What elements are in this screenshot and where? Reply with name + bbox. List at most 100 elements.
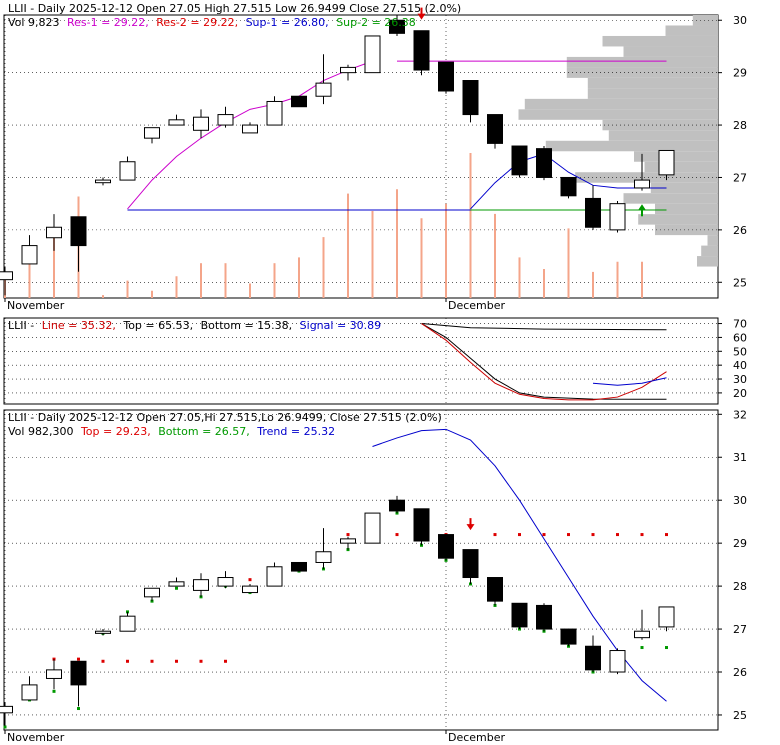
- candle-down: [70, 660, 87, 686]
- volume-bar: [273, 263, 276, 298]
- stochastic-bottom-line: [421, 323, 667, 400]
- stochastic-grid: [4, 318, 718, 404]
- y-tick-label: 26: [733, 666, 747, 679]
- top-dot: [591, 533, 595, 537]
- volume-bar: [592, 271, 594, 298]
- y-tick-label: 25: [733, 276, 747, 289]
- bottom-dot: [52, 689, 56, 693]
- volume-bar: [616, 261, 619, 298]
- trend-signal-arrows: [466, 518, 475, 531]
- top-dot: [224, 659, 227, 663]
- profile-bar: [665, 25, 718, 36]
- candle-down: [413, 30, 430, 71]
- volume-bar: [175, 276, 178, 298]
- profile-bar: [587, 88, 718, 99]
- profile-bar: [566, 56, 718, 68]
- volume-bar: [371, 211, 374, 298]
- volume-bar: [641, 261, 643, 298]
- candle-up: [21, 245, 38, 265]
- stochastic-panel-frame: [3, 317, 719, 405]
- profile-bar: [602, 35, 718, 47]
- trend-candles: [0, 495, 675, 726]
- volume-bar: [102, 295, 104, 298]
- candle-up: [658, 606, 675, 628]
- profile-bar: [587, 77, 718, 89]
- top-dot: [542, 533, 546, 537]
- candle-down: [511, 145, 528, 176]
- candle-down: [462, 80, 479, 116]
- candle-up: [634, 630, 650, 639]
- stochastic-legend-name: LLII -: [8, 319, 34, 332]
- profile-bar: [608, 130, 718, 141]
- y-tick-label: 30: [733, 373, 747, 386]
- profile-bar: [524, 98, 718, 110]
- trend-legend-trend: Trend = 25.32: [256, 425, 335, 438]
- top-dot: [248, 578, 252, 582]
- trend-y-axis: 25 26 27 28 29 30 31 32: [718, 408, 747, 722]
- candle-up: [144, 127, 160, 139]
- profile-bar: [566, 67, 718, 78]
- volume-bar: [224, 263, 227, 298]
- candle-up: [364, 35, 381, 74]
- volume-bar: [543, 269, 545, 298]
- volume-bar: [126, 280, 129, 298]
- volume-bar: [567, 228, 570, 298]
- y-tick-label: 29: [733, 537, 747, 550]
- candle-up: [95, 630, 111, 634]
- candle-up: [46, 226, 62, 239]
- resistance-curve: [127, 60, 373, 210]
- profile-bar: [707, 235, 718, 246]
- trend-legend-top: Top = 29.23,: [80, 425, 151, 438]
- volume-bar: [469, 153, 472, 298]
- candle-down: [70, 216, 87, 247]
- candle-up: [168, 119, 185, 126]
- price-candles: [0, 15, 675, 296]
- signal-arrows: [417, 7, 646, 217]
- price-legend-sup2: Sup-2 = 26.38: [336, 16, 416, 29]
- candle-up: [266, 566, 283, 587]
- candle-down: [462, 549, 479, 579]
- candle-up: [315, 551, 332, 563]
- stochastic-top-line: [421, 323, 667, 331]
- candle-down: [511, 602, 528, 628]
- y-tick-label: 50: [733, 345, 747, 358]
- y-tick-label: 31: [733, 451, 747, 464]
- volume-bar: [396, 189, 398, 298]
- candle-down: [438, 534, 454, 559]
- candle-down: [291, 561, 307, 572]
- volume-bar: [445, 203, 447, 298]
- profile-bar: [655, 224, 718, 236]
- candle-down: [585, 197, 601, 228]
- candle-down: [536, 148, 552, 178]
- candle-up: [340, 538, 356, 544]
- profile-bar: [634, 151, 718, 162]
- stochastic-legend-top: Top = 65.53,: [122, 319, 193, 332]
- candle-up: [95, 179, 111, 184]
- candle-up: [119, 615, 136, 632]
- top-dot: [395, 533, 399, 537]
- candle-down: [487, 577, 503, 602]
- profile-bar: [644, 161, 718, 173]
- stochastic-legend-signal: Signal = 30.89: [300, 319, 382, 332]
- y-tick-label: 60: [733, 331, 747, 344]
- volume-bar: [28, 257, 31, 298]
- top-dot: [493, 533, 497, 537]
- candle-down: [560, 628, 577, 645]
- stochastic-legend-bottom: Bottom = 15.38,: [201, 319, 293, 332]
- trend-panel-frame: [3, 409, 719, 731]
- profile-bar: [701, 245, 718, 257]
- candle-down: [413, 508, 430, 542]
- volume-bar: [347, 193, 349, 298]
- support-curve: [470, 153, 667, 210]
- volume-bar: [298, 257, 300, 298]
- top-dot: [175, 659, 178, 663]
- price-legend-res2: Res-2 = 29.22,: [156, 16, 238, 29]
- profile-bar: [623, 193, 718, 204]
- candle-up: [193, 579, 209, 591]
- price-legend-sup1: Sup-1 = 26.80,: [246, 16, 329, 29]
- top-dot: [199, 659, 203, 663]
- candle-up: [658, 149, 675, 176]
- top-bottom-dots: [3, 511, 668, 729]
